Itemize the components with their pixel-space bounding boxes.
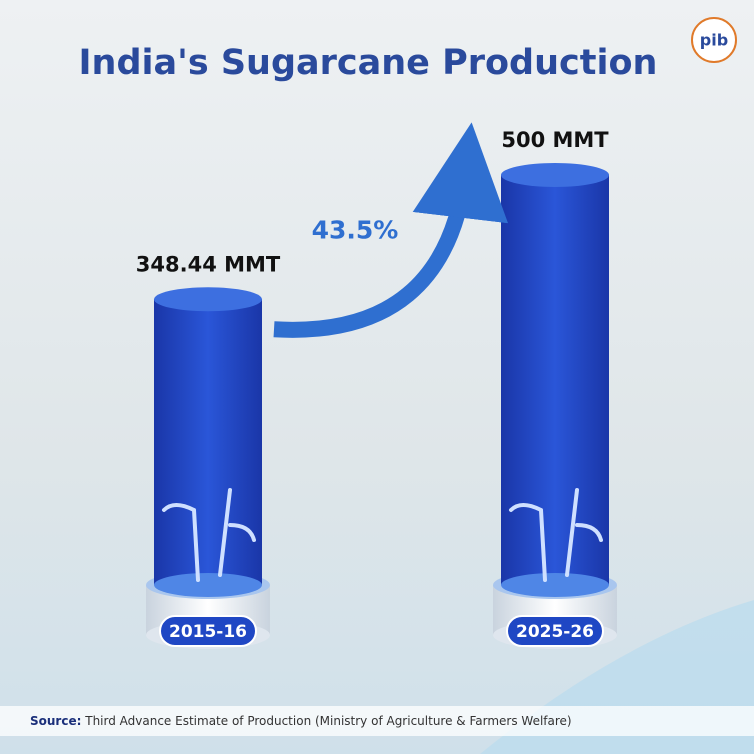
bar-top [154, 287, 262, 312]
growth-label: 43.5% [312, 216, 399, 245]
bar [501, 175, 609, 585]
category-pill [506, 615, 604, 647]
value-label: 348.44 MMT [136, 252, 281, 276]
source-text: Third Advance Estimate of Production (Mi… [84, 714, 571, 728]
bar-bottom [154, 573, 262, 597]
category-label: 2025-26 [516, 622, 594, 642]
source-strip [0, 706, 754, 736]
growth-arrow [273, 122, 509, 338]
bar-bottom [501, 573, 609, 597]
source-label: Source: [30, 714, 81, 728]
title: India's Sugarcane Production [79, 43, 658, 83]
cane-icon [162, 488, 256, 582]
cane-icon [509, 488, 603, 582]
value-label: 500 MMT [501, 128, 609, 152]
category-pill [159, 615, 257, 647]
source: Source: Third Advance Estimate of Produc… [30, 714, 572, 728]
bar [154, 299, 262, 585]
logo: pib [700, 31, 728, 50]
logo-badge [691, 17, 737, 63]
category-label: 2015-16 [169, 622, 247, 642]
bar-top [501, 163, 609, 187]
